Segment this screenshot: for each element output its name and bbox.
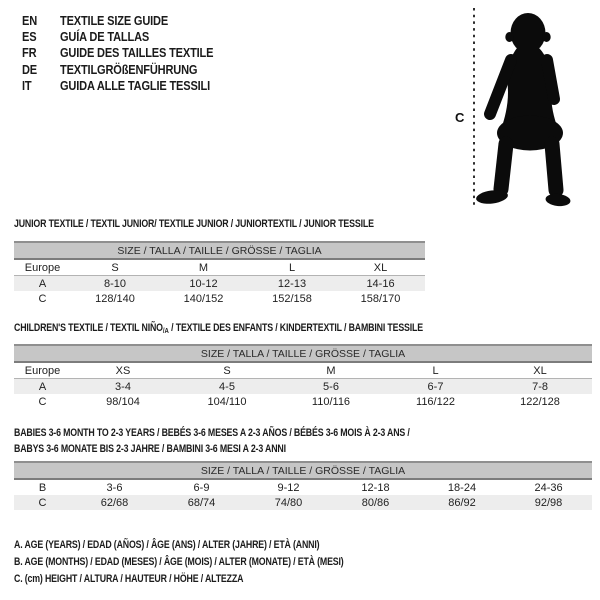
size-band-label: SIZE / TALLA / TAILLE / GRÖSSE / TAGLIA (14, 241, 426, 260)
baby-right-arm (541, 54, 560, 105)
lang-row-it: IT GUIDA ALLE TAGLIE TESSILI (22, 77, 240, 93)
baby-right-foot (545, 193, 571, 207)
table-row: B 3-6 6-9 9-12 12-18 18-24 24-36 (38, 481, 563, 494)
baby-left-leg (493, 136, 514, 197)
lang-title: TEXTILE SIZE GUIDE (60, 12, 169, 28)
table-header-band: SIZE / TALLA / TAILLE / GRÖSSE / TAGLIA (14, 241, 426, 260)
language-title-list: EN TEXTILE SIZE GUIDE ES GUÍA DE TALLAS … (22, 12, 240, 93)
table-row: A 8-10 10-12 12-13 14-16 (14, 275, 426, 291)
size-band-label: SIZE / TALLA / TAILLE / GRÖSSE / TAGLIA (14, 344, 593, 363)
table-row: C 98/104 104/110 110/116 116/122 122/128 (38, 395, 560, 408)
footnote-c: C. (cm) HEIGHT / ALTURA / HAUTEUR / HÖHE… (14, 573, 244, 585)
junior-size-table: SIZE / TALLA / TAILLE / GRÖSSE / TAGLIA … (14, 241, 426, 306)
baby-silhouette (476, 13, 571, 207)
lang-row-en: EN TEXTILE SIZE GUIDE (22, 12, 240, 28)
lang-title: GUÍA DE TALLAS (60, 28, 150, 44)
lang-title: GUIDE DES TAILLES TEXTILE (60, 45, 214, 61)
babies-section-title: BABIES 3-6 MONTH TO 2-3 YEARS / BEBÉS 3-… (14, 427, 410, 455)
table-header-band: SIZE / TALLA / TAILLE / GRÖSSE / TAGLIA (14, 344, 593, 363)
size-band-label: SIZE / TALLA / TAILLE / GRÖSSE / TAGLIA (14, 461, 593, 480)
baby-left-arm (484, 54, 517, 120)
lang-code: EN (22, 12, 38, 28)
footnote-a: A. AGE (YEARS) / EDAD (AÑOS) / ÂGE (ANS)… (14, 539, 320, 551)
baby-head (510, 13, 546, 53)
lang-code: ES (22, 28, 37, 44)
lang-row-fr: FR GUIDE DES TAILLES TEXTILE (22, 45, 240, 61)
table-row: Europe S M L XL (14, 259, 426, 276)
height-label: C (455, 110, 465, 125)
table-row: C 128/140 140/152 152/158 158/170 (38, 292, 401, 305)
footnote-legend: A. AGE (YEARS) / EDAD (AÑOS) / ÂGE (ANS)… (14, 537, 426, 588)
lang-row-es: ES GUÍA DE TALLAS (22, 28, 240, 44)
table-row: C 62/68 68/74 74/80 80/86 86/92 92/98 (14, 495, 593, 510)
lang-title: GUIDA ALLE TAGLIE TESSILI (60, 77, 211, 93)
junior-section-title: JUNIOR TEXTILE / TEXTIL JUNIOR/ TEXTILE … (14, 218, 374, 230)
table-header-band: SIZE / TALLA / TAILLE / GRÖSSE / TAGLIA (14, 461, 593, 480)
children-section-title: CHILDREN'S TEXTILE / TEXTIL NIÑO/A / TEX… (14, 322, 423, 335)
table-row: Europe XS S M L XL (14, 362, 593, 379)
table-row: A 3-4 4-5 5-6 6-7 7-8 (14, 378, 593, 394)
lang-title: TEXTILGRÖßENFÜHRUNG (60, 61, 198, 77)
lang-row-de: DE TEXTILGRÖßENFÜHRUNG (22, 61, 240, 77)
footnote-b: B. AGE (MONTHS) / EDAD (MESES) / ÂGE (MO… (14, 556, 344, 568)
baby-left-foot (476, 190, 508, 204)
babies-size-table: SIZE / TALLA / TAILLE / GRÖSSE / TAGLIA … (14, 461, 593, 510)
baby-right-leg (544, 136, 564, 198)
lang-code: FR (22, 45, 37, 61)
children-size-table: SIZE / TALLA / TAILLE / GRÖSSE / TAGLIA … (14, 344, 593, 409)
baby-silhouette-figure: C (455, 8, 571, 207)
lang-code: IT (22, 77, 32, 93)
lang-code: DE (22, 61, 38, 77)
